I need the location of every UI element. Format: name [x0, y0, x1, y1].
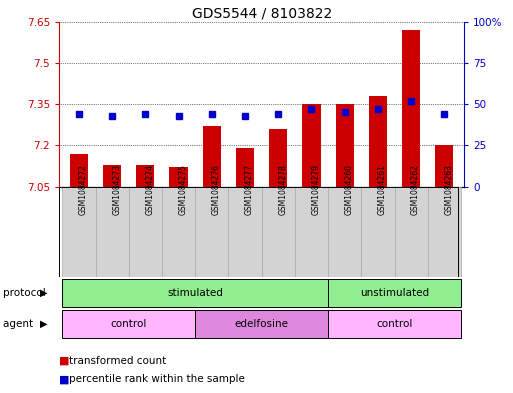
- Bar: [62, 279, 328, 307]
- Bar: [195, 310, 328, 338]
- Bar: [369, 96, 387, 187]
- Text: GSM1084276: GSM1084276: [212, 164, 221, 215]
- Text: transformed count: transformed count: [69, 356, 167, 366]
- Text: ■: ■: [59, 356, 73, 366]
- Bar: [361, 187, 394, 277]
- Bar: [195, 187, 228, 277]
- Bar: [103, 165, 121, 187]
- Bar: [129, 187, 162, 277]
- Text: GSM1084260: GSM1084260: [345, 164, 353, 215]
- Bar: [328, 187, 361, 277]
- Bar: [295, 187, 328, 277]
- Text: agent: agent: [3, 319, 36, 329]
- Text: GSM1084277: GSM1084277: [245, 164, 254, 215]
- Text: unstimulated: unstimulated: [360, 288, 429, 298]
- Text: stimulated: stimulated: [167, 288, 223, 298]
- Text: protocol: protocol: [3, 288, 49, 298]
- Bar: [402, 30, 420, 187]
- Text: ▶: ▶: [40, 288, 48, 298]
- Bar: [262, 187, 295, 277]
- Text: edelfosine: edelfosine: [234, 319, 289, 329]
- Bar: [169, 167, 188, 187]
- Text: ■: ■: [59, 374, 73, 384]
- Text: percentile rank within the sample: percentile rank within the sample: [69, 374, 245, 384]
- Bar: [70, 154, 88, 187]
- Bar: [95, 187, 129, 277]
- Text: GSM1084262: GSM1084262: [411, 164, 420, 215]
- Bar: [435, 145, 453, 187]
- Text: GSM1084263: GSM1084263: [444, 164, 453, 215]
- Bar: [394, 187, 428, 277]
- Text: GSM1084278: GSM1084278: [278, 164, 287, 215]
- Text: control: control: [377, 319, 412, 329]
- Text: GSM1084273: GSM1084273: [112, 164, 121, 215]
- Text: GSM1084275: GSM1084275: [179, 164, 188, 215]
- Text: GSM1084261: GSM1084261: [378, 164, 387, 215]
- Text: ▶: ▶: [40, 319, 48, 329]
- Text: GSM1084274: GSM1084274: [145, 164, 154, 215]
- Bar: [269, 129, 287, 187]
- Bar: [136, 165, 154, 187]
- Bar: [162, 187, 195, 277]
- Bar: [203, 126, 221, 187]
- Bar: [228, 187, 262, 277]
- Bar: [62, 310, 195, 338]
- Text: GSM1084279: GSM1084279: [311, 164, 321, 215]
- Bar: [62, 187, 95, 277]
- Bar: [428, 187, 461, 277]
- Text: control: control: [111, 319, 147, 329]
- Title: GDS5544 / 8103822: GDS5544 / 8103822: [191, 6, 332, 20]
- Text: GSM1084272: GSM1084272: [79, 164, 88, 215]
- Bar: [328, 310, 461, 338]
- Bar: [302, 104, 321, 187]
- Bar: [336, 104, 354, 187]
- Bar: [328, 279, 461, 307]
- Bar: [236, 148, 254, 187]
